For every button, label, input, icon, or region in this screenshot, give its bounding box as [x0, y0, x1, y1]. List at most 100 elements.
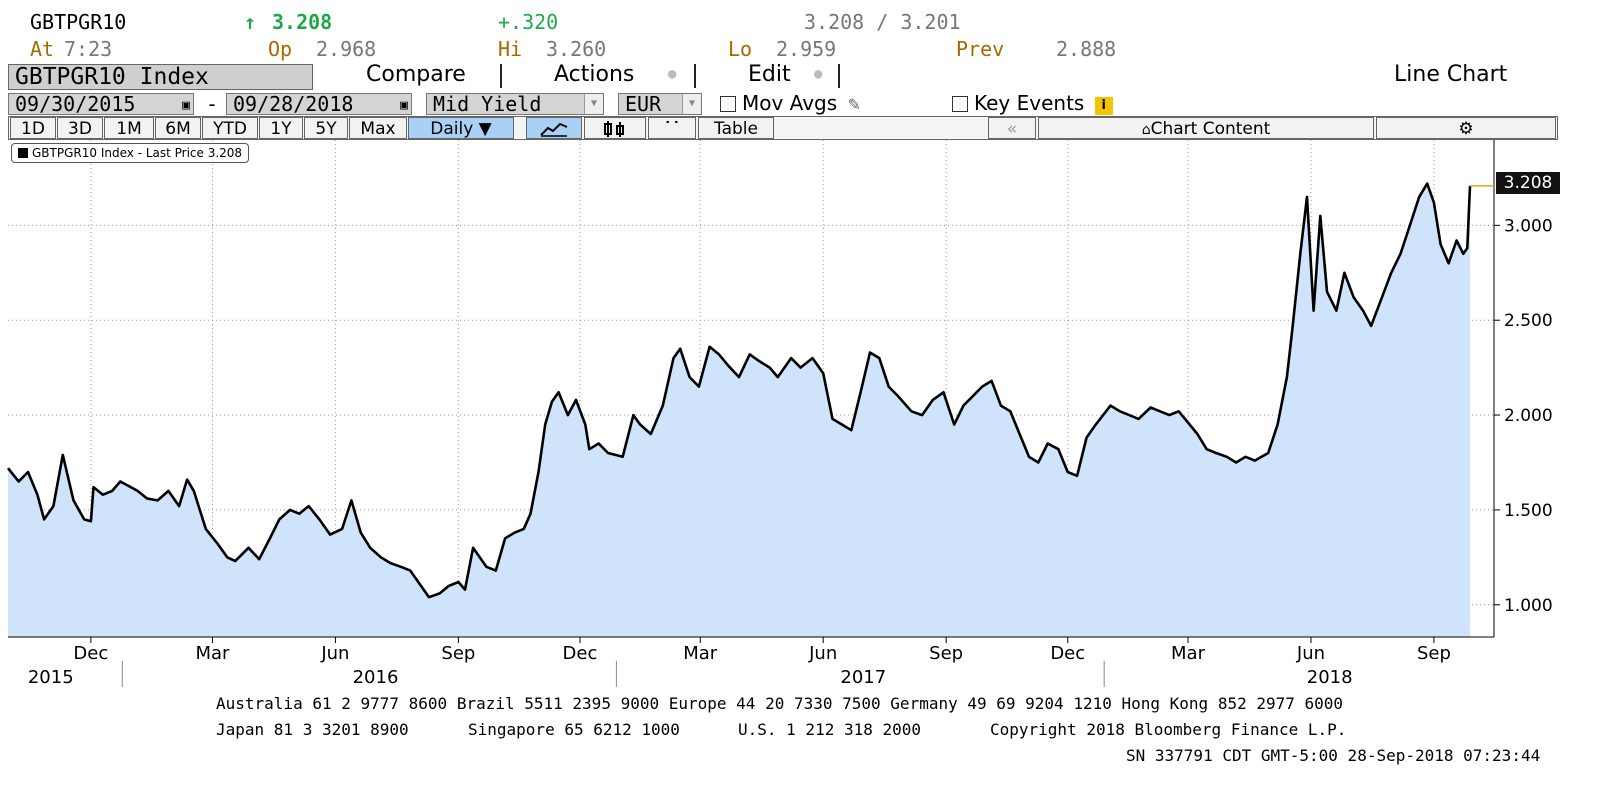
compare-menu[interactable]: Compare — [366, 62, 466, 87]
field-select-value: Mid Yield — [433, 92, 542, 116]
footer-phones-line1: Australia 61 2 9777 8600 Brazil 5511 239… — [216, 694, 1344, 713]
period-max[interactable]: Max — [349, 117, 407, 139]
x-tick-label: Jun — [808, 643, 837, 664]
chart-legend: GBTPGR10 Index - Last Price 3.208 — [11, 143, 250, 163]
y-tick-label: 1.500 — [1504, 501, 1553, 521]
period-1d[interactable]: 1D — [10, 117, 56, 139]
y-tick-label: 2.500 — [1504, 311, 1553, 331]
period-1y[interactable]: 1Y — [259, 117, 303, 139]
date-dash: - — [206, 92, 219, 116]
mov-avgs-toggle[interactable]: Mov Avgs ✎ — [720, 91, 861, 115]
x-tick-label: Dec — [563, 643, 598, 664]
frequency-dropdown[interactable]: Daily ▼ — [408, 117, 514, 139]
menu-divider — [838, 64, 840, 88]
x-tick-label: Jun — [320, 643, 349, 664]
open-label: Op — [268, 37, 293, 61]
period-6m[interactable]: 6M — [155, 117, 201, 139]
gear-icon[interactable]: ⚙ — [1376, 117, 1556, 139]
chevron-down-icon[interactable]: ▼ — [584, 94, 603, 114]
x-tick-label: Mar — [195, 643, 230, 664]
footer-japan: Japan 81 3 3201 8900 — [216, 720, 409, 739]
end-date: 09/28/2018 — [233, 92, 354, 116]
x-tick-label: Sep — [1417, 643, 1451, 664]
mov-avgs-checkbox[interactable] — [720, 96, 736, 112]
up-arrow-icon: ↑ — [244, 10, 257, 34]
bid-ask: 3.208 / 3.201 — [804, 10, 961, 34]
key-events-checkbox[interactable] — [952, 96, 968, 112]
period-3d[interactable]: 3D — [57, 117, 103, 139]
legend-label: GBTPGR10 Index - Last Price 3.208 — [32, 146, 243, 160]
high-label: Hi — [498, 37, 523, 61]
calendar-icon[interactable]: ▣ — [400, 98, 408, 113]
price-chart: 1.000 1.500 2.000 2.500 3.000 Dec Mar Jun Sep Dec… — [6, 140, 1553, 688]
chart-ticks: 1.000 1.500 2.000 2.500 3.000 Dec Mar Jun Sep Dec… — [28, 216, 1553, 688]
chart-content-button[interactable]: ⌂Chart Content — [1038, 117, 1374, 139]
at-time: 7:23 — [64, 37, 113, 61]
price-area — [8, 183, 1470, 637]
chart-type-label[interactable]: Line Chart — [1394, 62, 1508, 87]
y-tick-label: 2.000 — [1504, 406, 1553, 426]
last-value-tag: 3.208 — [1496, 172, 1560, 194]
chart-content-label: Chart Content — [1150, 119, 1271, 139]
key-events-toggle[interactable]: Key Events i — [952, 91, 1113, 115]
x-tick-label: Mar — [1171, 643, 1206, 664]
start-date: 09/30/2015 — [15, 92, 136, 116]
table-button[interactable]: Table — [698, 117, 774, 139]
menu-divider — [694, 64, 696, 88]
high-value: 3.260 — [546, 37, 607, 61]
edit-dropdown-icon[interactable]: ● — [814, 66, 823, 82]
candlestick-icon[interactable] — [584, 117, 646, 139]
x-tick-label: Sep — [929, 643, 963, 664]
menu-divider — [500, 64, 502, 88]
scatter-icon[interactable]: ˙˙ — [648, 117, 696, 139]
footer-copyright: Copyright 2018 Bloomberg Finance L.P. — [990, 720, 1347, 739]
x-tick-label: Jun — [1296, 643, 1325, 664]
last-price: 3.208 — [272, 10, 333, 34]
price-change: +.320 — [498, 10, 559, 34]
actions-menu[interactable]: Actions — [554, 62, 635, 87]
chart-axes — [8, 140, 1500, 687]
collapse-icon[interactable]: « — [988, 117, 1036, 139]
year-label: 2017 — [840, 667, 886, 688]
calendar-icon[interactable]: ▣ — [182, 98, 190, 113]
y-tick-label: 3.000 — [1504, 216, 1553, 236]
currency-select-value: EUR — [625, 92, 662, 116]
pencil-icon[interactable]: ✎ — [847, 95, 861, 114]
prev-value: 2.888 — [1056, 37, 1117, 61]
footer-singapore: Singapore 65 6212 1000 — [468, 720, 680, 739]
x-tick-label: Dec — [73, 643, 108, 664]
line-chart-icon[interactable] — [526, 117, 582, 139]
start-date-field[interactable]: 09/30/2015 ▣ — [8, 93, 194, 115]
x-tick-label: Sep — [441, 643, 475, 664]
security-label: GBTPGR10 Index — [15, 64, 209, 90]
field-select[interactable]: Mid Yield ▼ — [426, 93, 604, 115]
mov-avgs-label: Mov Avgs — [742, 91, 838, 115]
key-events-label: Key Events — [974, 91, 1085, 115]
prev-label: Prev — [956, 37, 1005, 61]
open-value: 2.968 — [316, 37, 377, 61]
x-tick-label: Dec — [1050, 643, 1085, 664]
info-icon[interactable]: i — [1094, 97, 1113, 115]
footer-timestamp: SN 337791 CDT GMT-5:00 28-Sep-2018 07:23… — [1126, 746, 1541, 765]
period-ytd[interactable]: YTD — [202, 117, 258, 139]
period-5y[interactable]: 5Y — [304, 117, 348, 139]
actions-dropdown-icon[interactable]: ● — [668, 66, 677, 82]
ticker-symbol: GBTPGR10 — [30, 10, 127, 34]
end-date-field[interactable]: 09/28/2018 ▣ — [226, 93, 412, 115]
low-label: Lo — [728, 37, 753, 61]
security-field[interactable]: GBTPGR10 Index — [8, 64, 313, 90]
y-tick-label: 1.000 — [1504, 596, 1553, 616]
edit-menu[interactable]: Edit — [748, 62, 791, 87]
year-label: 2015 — [28, 667, 74, 688]
chart-content-icon: ⌂ — [1141, 122, 1151, 138]
legend-swatch — [18, 148, 28, 158]
period-1m[interactable]: 1M — [104, 117, 154, 139]
low-value: 2.959 — [776, 37, 837, 61]
chevron-down-icon[interactable]: ▼ — [682, 94, 701, 114]
year-label: 2018 — [1307, 667, 1353, 688]
price-line — [6, 182, 1472, 599]
year-label: 2016 — [353, 667, 399, 688]
currency-select[interactable]: EUR ▼ — [618, 93, 702, 115]
at-label: At — [30, 37, 55, 61]
x-tick-label: Mar — [683, 643, 718, 664]
